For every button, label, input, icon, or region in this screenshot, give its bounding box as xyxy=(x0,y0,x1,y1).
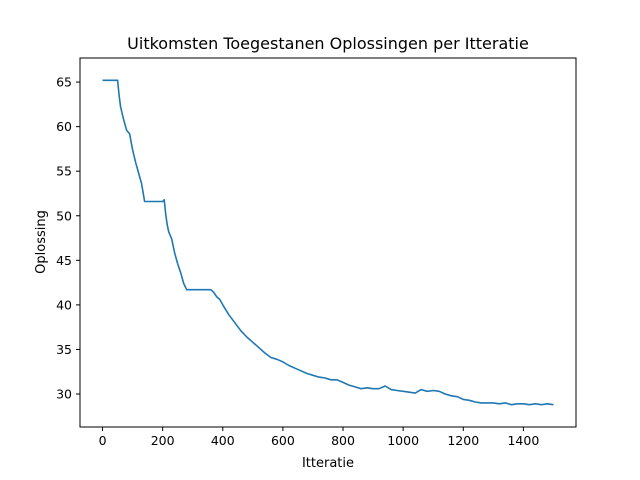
y-axis-ticks: 30 35 40 45 50 55 60 65 xyxy=(56,75,80,402)
x-axis-label: Itteratie xyxy=(302,456,354,471)
y-tick-label: 65 xyxy=(56,75,72,90)
x-tick-label: 400 xyxy=(211,433,235,448)
y-tick-label: 60 xyxy=(56,119,72,134)
x-tick-label: 1200 xyxy=(447,433,479,448)
y-tick-label: 40 xyxy=(56,297,72,312)
x-tick-label: 600 xyxy=(271,433,295,448)
plot-area xyxy=(102,79,554,406)
x-tick-label: 1400 xyxy=(507,433,539,448)
y-tick-label: 35 xyxy=(56,342,72,357)
plot-frame xyxy=(79,57,577,428)
x-tick-label: 200 xyxy=(151,433,175,448)
y-tick-label: 50 xyxy=(56,208,72,223)
x-tick-label: 0 xyxy=(99,433,107,448)
y-tick-label: 45 xyxy=(56,253,72,268)
x-tick-label: 1000 xyxy=(387,433,419,448)
y-tick-label: 55 xyxy=(56,164,72,179)
y-axis-label: Oplossing xyxy=(34,210,49,274)
x-tick-label: 800 xyxy=(331,433,355,448)
chart-title: Uitkomsten Toegestanen Oplossingen per I… xyxy=(127,34,529,53)
series-line xyxy=(102,79,554,406)
x-axis-ticks: 0 200 400 600 800 1000 1200 1400 xyxy=(99,427,539,448)
y-tick-label: 30 xyxy=(56,387,72,402)
